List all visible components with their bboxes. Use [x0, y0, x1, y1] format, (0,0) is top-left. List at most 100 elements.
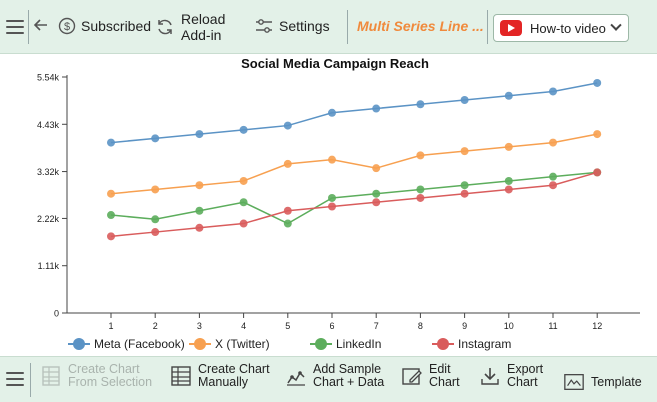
- table-edit-icon: [170, 365, 192, 387]
- data-point-linkedin: [328, 193, 336, 202]
- howto-video-dropdown[interactable]: How-to video: [493, 14, 629, 42]
- chevron-down-icon: [610, 19, 622, 31]
- toolbar-divider: [347, 10, 348, 44]
- y-tick-label: 3.32k: [37, 167, 60, 177]
- data-point-x-twitter: [107, 189, 115, 198]
- data-point-meta-facebook: [328, 108, 336, 117]
- data-point-instagram: [372, 198, 381, 207]
- data-point-linkedin: [549, 172, 557, 181]
- data-point-instagram: [195, 223, 204, 232]
- x-tick-label: 2: [153, 321, 158, 331]
- template-button[interactable]: Template: [563, 371, 642, 393]
- data-point-linkedin: [416, 185, 425, 194]
- legend-label: LinkedIn: [336, 337, 382, 351]
- data-point-linkedin: [107, 211, 115, 220]
- chart-area: Social Media Campaign Reach 0 1.11k 2.22k 3…: [0, 54, 657, 356]
- legend-label: Instagram: [458, 337, 512, 351]
- x-tick-label: 3: [197, 321, 202, 331]
- create-selection-label-1: Create Chart: [68, 362, 140, 376]
- create-selection-label-2: From Selection: [68, 375, 153, 389]
- subscribed-label: Subscribed: [81, 18, 152, 34]
- reload-label: Reload: [181, 11, 226, 27]
- table-icon: [40, 365, 62, 387]
- x-tick-label: 9: [462, 321, 467, 331]
- create-from-selection-button[interactable]: Create Chart From Selection: [40, 363, 152, 389]
- data-point-linkedin: [460, 181, 469, 190]
- reload-icon: [155, 17, 175, 37]
- edit-chart-button[interactable]: Edit Chart: [401, 363, 460, 389]
- data-point-instagram: [283, 206, 292, 215]
- back-arrow-icon[interactable]: [33, 17, 49, 33]
- data-point-x-twitter: [504, 142, 513, 151]
- sliders-icon: [255, 18, 273, 34]
- data-point-meta-facebook: [549, 87, 557, 96]
- data-point-linkedin: [504, 176, 513, 185]
- y-tick-label: 4.43k: [37, 120, 60, 130]
- subscribed-button[interactable]: $ Subscribed: [58, 17, 151, 35]
- export-label-2: Chart: [507, 375, 538, 389]
- settings-button[interactable]: Settings: [255, 18, 330, 34]
- legend-label: X (Twitter): [215, 337, 270, 351]
- data-point-x-twitter: [151, 185, 160, 194]
- data-point-instagram: [504, 185, 513, 194]
- menu-icon[interactable]: [6, 20, 24, 34]
- legend-item-x: X (Twitter): [189, 337, 270, 351]
- x-tick-label: 8: [418, 321, 423, 331]
- data-point-linkedin: [372, 189, 381, 198]
- legend-item-meta: Meta (Facebook): [68, 337, 185, 351]
- data-point-linkedin: [239, 198, 248, 207]
- create-manually-button[interactable]: Create Chart Manually: [170, 363, 270, 389]
- data-point-linkedin: [151, 215, 160, 224]
- data-point-meta-facebook: [416, 100, 425, 109]
- reload-addin-button[interactable]: Reload Add-in: [155, 11, 225, 43]
- data-point-x-twitter: [195, 181, 204, 190]
- template-label: Template: [591, 374, 642, 389]
- x-tick-label: 7: [374, 321, 379, 331]
- series-line-meta-facebook: [110, 82, 598, 144]
- create-manual-label-1: Create Chart: [198, 362, 270, 376]
- data-point-instagram: [239, 219, 248, 228]
- data-point-linkedin: [195, 206, 204, 215]
- chart-legend: Meta (Facebook) X (Twitter) LinkedIn Ins…: [0, 337, 657, 355]
- edit-label-2: Chart: [429, 375, 460, 389]
- data-point-instagram: [593, 168, 602, 177]
- legend-label: Meta (Facebook): [94, 337, 185, 351]
- data-point-x-twitter: [593, 130, 602, 139]
- x-tick-label: 1: [108, 321, 113, 331]
- data-point-instagram: [549, 181, 557, 190]
- chart-name-label: Multi Series Line ...: [357, 18, 484, 34]
- add-sample-label-1: Add Sample: [313, 362, 382, 376]
- data-point-x-twitter: [460, 147, 469, 156]
- data-point-meta-facebook: [239, 125, 248, 134]
- data-point-meta-facebook: [195, 130, 204, 139]
- bottom-menu-icon[interactable]: [6, 372, 24, 386]
- svg-text:$: $: [64, 21, 70, 33]
- series-line-instagram: [110, 171, 598, 238]
- edit-label-1: Edit: [429, 362, 451, 376]
- data-point-meta-facebook: [283, 121, 292, 130]
- export-chart-button[interactable]: Export Chart: [479, 363, 543, 389]
- data-point-instagram: [460, 189, 469, 198]
- data-point-meta-facebook: [504, 91, 513, 100]
- data-point-meta-facebook: [460, 96, 469, 105]
- chart-title: Social Media Campaign Reach: [241, 56, 429, 71]
- y-tick-label: 0: [54, 309, 59, 319]
- y-tick-label: 2.22k: [37, 214, 60, 224]
- data-point-meta-facebook: [372, 104, 381, 113]
- legend-item-instagram: Instagram: [432, 337, 511, 351]
- template-icon: [563, 371, 585, 393]
- add-sample-button[interactable]: Add Sample Chart + Data: [285, 363, 384, 389]
- data-point-meta-facebook: [593, 78, 602, 87]
- data-point-x-twitter: [549, 138, 557, 147]
- youtube-icon: [500, 20, 522, 36]
- x-tick-label: 12: [592, 321, 602, 331]
- data-point-meta-facebook: [107, 138, 115, 147]
- export-label-1: Export: [507, 362, 544, 376]
- export-icon: [479, 365, 501, 387]
- data-point-x-twitter: [372, 164, 381, 173]
- data-point-instagram: [107, 232, 115, 241]
- bottom-toolbar: Create Chart From Selection Create Chart…: [0, 356, 657, 402]
- top-toolbar: $ Subscribed Reload Add-in Settings Mult…: [0, 0, 657, 54]
- x-tick-label: 5: [285, 321, 290, 331]
